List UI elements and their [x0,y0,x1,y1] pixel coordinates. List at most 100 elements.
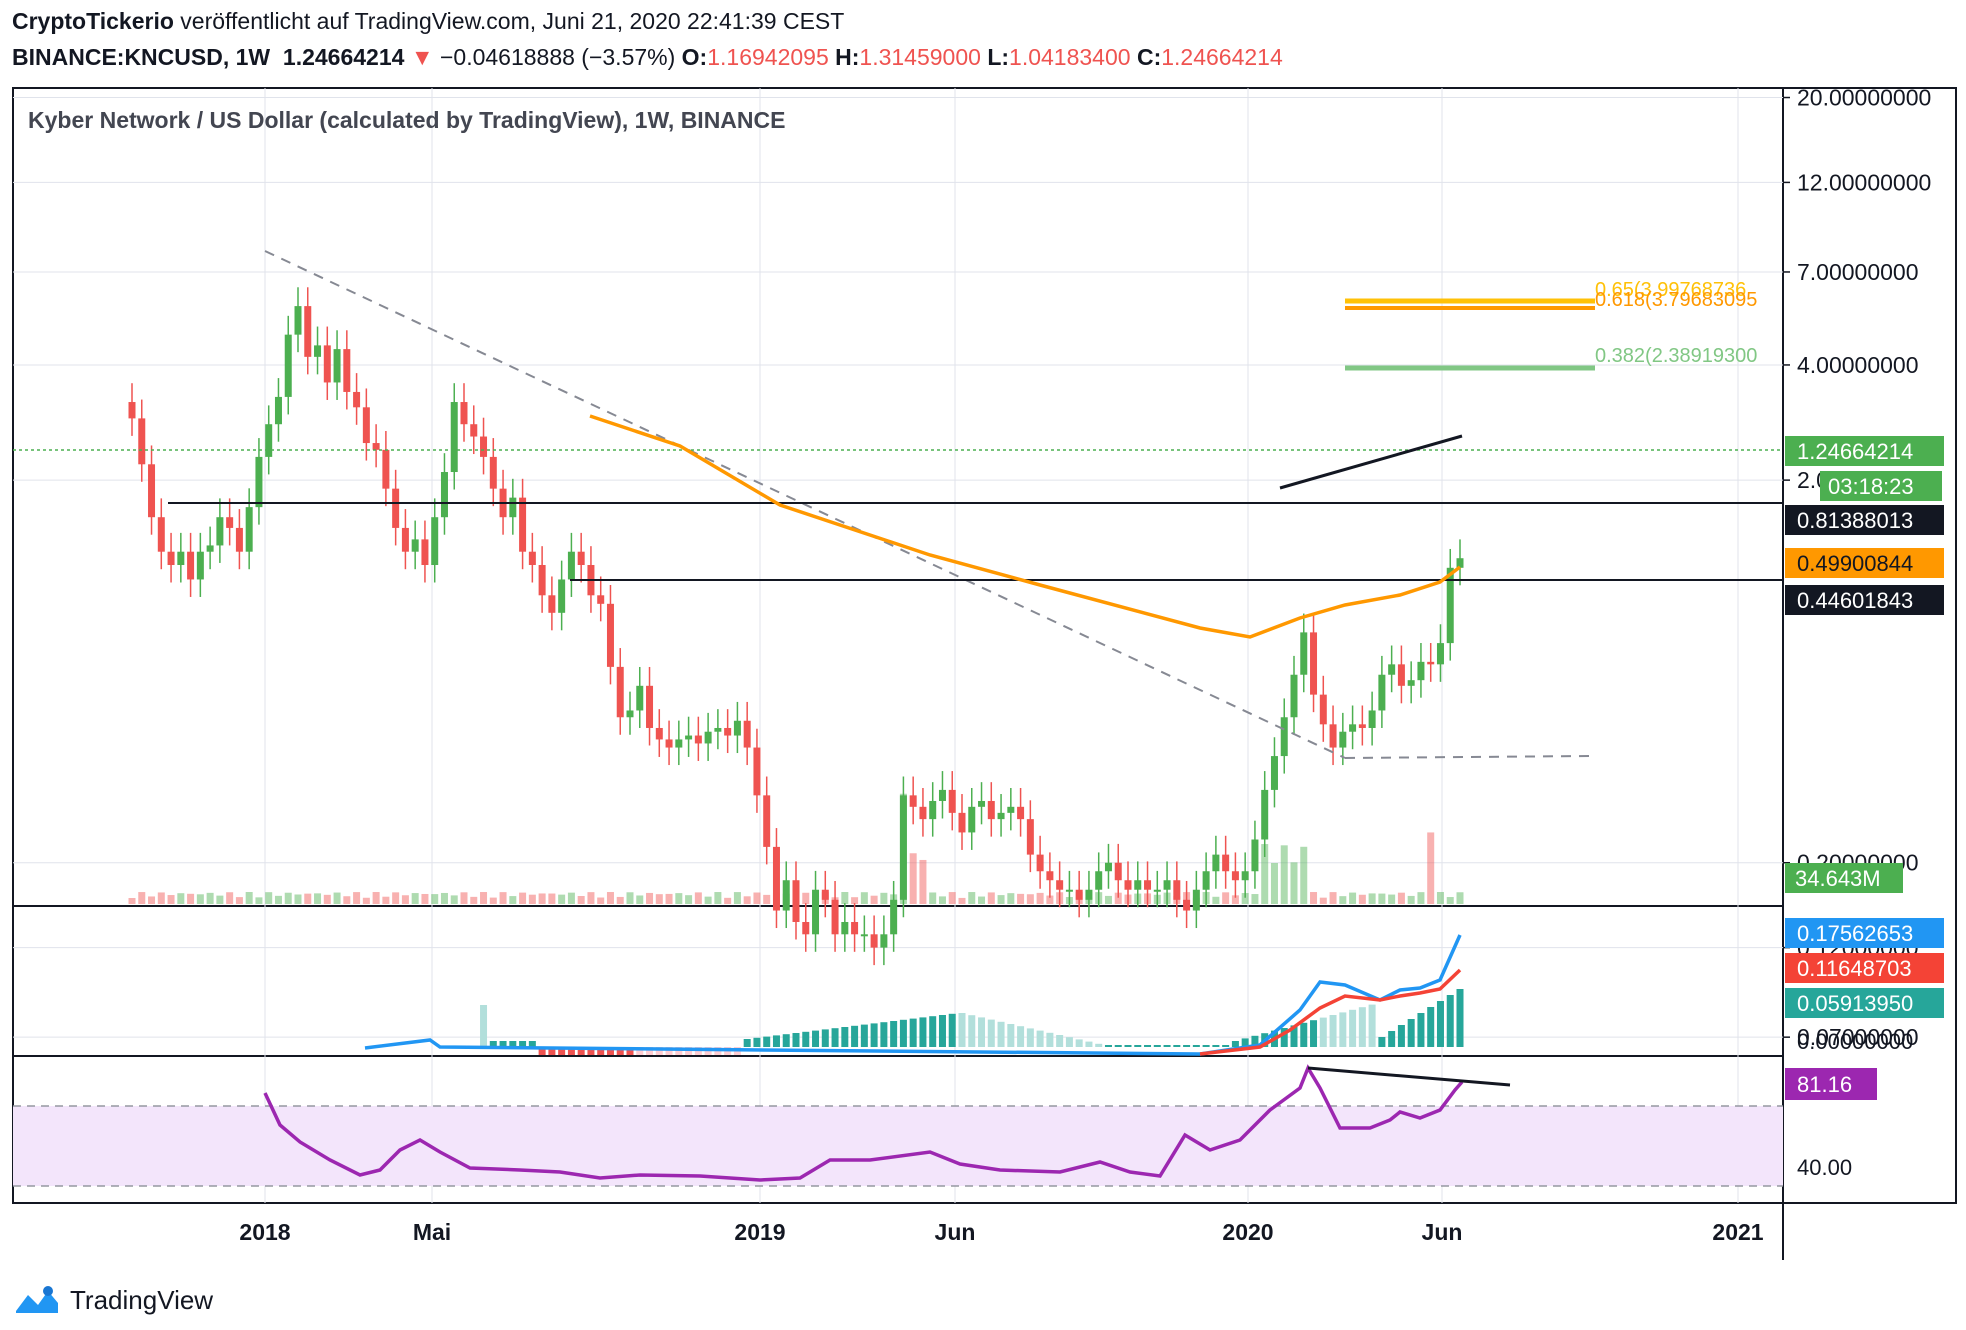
macd-hist-bar [919,1017,927,1047]
moving-average-line[interactable] [589,414,1462,639]
candle-body [1153,889,1161,892]
candle-body [274,396,282,425]
candle-body [304,306,312,357]
candle-body [919,806,927,820]
volume-bar [294,894,302,904]
volume-bar [1378,893,1386,904]
macd-hist-bar [1065,1037,1073,1047]
macd-hist-bar [938,1015,946,1047]
volume-bar [1046,895,1054,904]
macd-hist-bar [1329,1015,1337,1047]
macd-hist-bar [860,1024,868,1047]
rsi-divergence-line[interactable] [1307,1066,1511,1087]
candle-body [1358,724,1366,728]
candle-body [860,934,868,937]
candle-body [792,880,800,922]
downtrend-line[interactable] [264,250,1346,759]
volume-bar [1114,892,1122,904]
candle-body [1163,880,1171,890]
macd-hist-bar [1319,1017,1327,1047]
candle-body [235,527,243,552]
fib-0382-label: 0.382(2.38919300 [1595,345,1757,367]
volume-bar [401,895,409,904]
chart-author-line: CryptoTickerio veröffentlicht auf Tradin… [12,8,844,35]
volume-bar [577,896,585,904]
countdown-text: 03:18:23 [1828,474,1914,499]
volume-bar [470,896,478,904]
macd-hist-bar [1134,1045,1142,1047]
candle-body [138,418,146,465]
candle-body [890,899,898,935]
candle-body [1065,889,1073,892]
macd-line[interactable] [364,934,1462,1056]
candle-body [577,551,585,566]
tradingview-brand[interactable]: TradingView [70,1284,214,1315]
candle-body [597,595,605,604]
macd-hist-bar [519,1041,527,1047]
level1-badge [1785,505,1944,535]
rising-trendline[interactable] [1279,434,1463,490]
candle-body [880,934,888,948]
macd-hist-bar [1173,1045,1181,1047]
volume-bar [1349,892,1357,904]
macd-histogram [480,989,1464,1055]
candle-body [353,391,361,408]
volume-bar [714,892,722,904]
candle-body [938,789,946,801]
candle-body [538,565,546,596]
signal-line[interactable] [1199,968,1462,1056]
low-value: 1.04183400 [1009,44,1131,70]
volume-bar [274,895,282,904]
candle-body [1202,871,1210,890]
time-tick-label: Jun [935,1219,976,1245]
candle-body [743,720,751,748]
macd-hist-bar [1153,1045,1161,1047]
macd-hist-bar [665,1047,673,1055]
candle-body [655,727,663,740]
candle-body [821,889,829,900]
volume-bar [558,894,566,904]
volume-bar [216,895,224,904]
volume-bar [411,893,419,904]
tradingview-logo-icon [16,1286,58,1313]
candle-body [1007,806,1015,813]
volume-bar [382,896,390,904]
time-axis[interactable]: 2018 Mai 2019 Jun 2020 Jun 2021 [239,1219,1763,1245]
macd-hist-bar [1007,1024,1015,1047]
candle-body [831,899,839,935]
volume-bar [1300,846,1308,904]
candle-body [733,720,741,736]
candle-body [1378,674,1386,711]
candle-body [148,464,156,518]
macd-hist-bar [509,1041,517,1047]
author-name[interactable]: CryptoTickerio [12,8,174,34]
macd-hist-bar [587,1047,595,1055]
volume-bar [1339,896,1347,904]
macd-hist-bar [528,1041,536,1047]
volume-bar [167,895,175,904]
candle-body [226,517,234,528]
candle-body [1349,724,1357,732]
candle-body [314,345,322,357]
volume-bar [860,892,868,904]
downtrend-extension[interactable] [1344,755,1591,759]
volume-bar [499,892,507,904]
volume-bar [1280,845,1288,904]
rsi-text: 81.16 [1797,1072,1852,1097]
macd-hist-bar [646,1047,654,1055]
volume-bar [206,892,214,904]
time-tick-label: Mai [413,1219,451,1245]
candle-body [909,795,917,807]
candle-body [1427,661,1435,665]
candle-body [1368,710,1376,728]
countdown-badge [1820,471,1942,501]
rsi-line[interactable] [263,1064,1464,1182]
candle-body [1251,839,1259,872]
price-tick-label: 20.00000000 [1797,85,1931,111]
candle-body [626,710,634,718]
macd-hist-bar [558,1047,566,1055]
volume-bar [265,892,273,904]
macd-hist-bar [909,1018,917,1047]
macd-hist-bar [782,1034,790,1047]
